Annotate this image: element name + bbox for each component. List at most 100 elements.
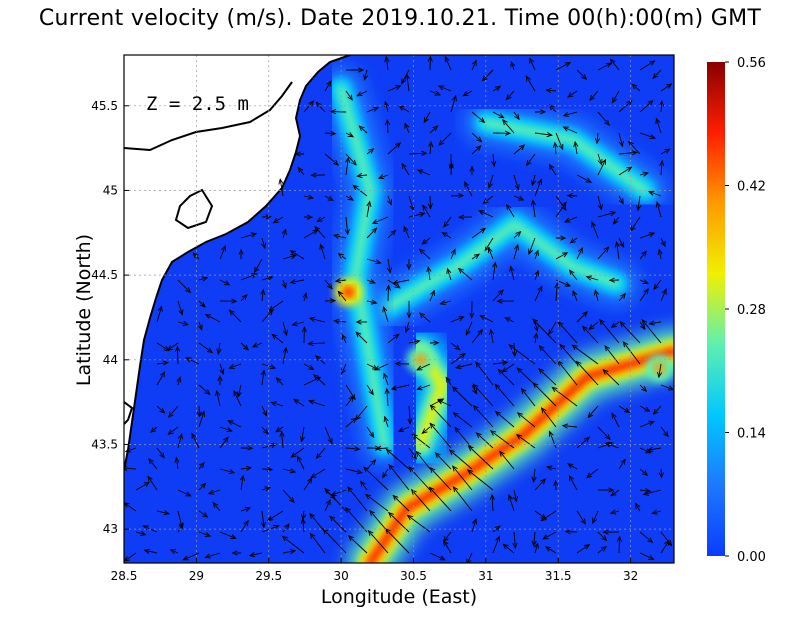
velocity-arrow xyxy=(534,286,542,302)
velocity-arrow xyxy=(619,195,623,204)
velocity-arrow xyxy=(156,405,165,413)
velocity-arrow xyxy=(282,551,295,553)
velocity-arrow xyxy=(661,101,662,113)
velocity-arrow xyxy=(145,550,158,553)
velocity-arrow xyxy=(250,553,263,556)
velocity-arrow xyxy=(386,57,388,71)
velocity-arrow xyxy=(492,111,504,118)
velocity-arrow xyxy=(533,383,557,407)
velocity-arrow xyxy=(375,363,389,370)
velocity-arrow xyxy=(649,322,662,324)
velocity-arrow xyxy=(491,330,493,344)
velocity-arrow xyxy=(268,510,284,521)
velocity-arrow xyxy=(496,412,515,428)
velocity-arrow xyxy=(262,510,264,527)
velocity-arrow xyxy=(429,552,445,560)
velocity-arrow xyxy=(408,515,431,533)
velocity-arrow xyxy=(177,279,190,292)
velocity-arrow xyxy=(387,334,399,344)
velocity-arrow xyxy=(473,384,494,407)
velocity-arrow xyxy=(387,389,388,407)
velocity-arrow xyxy=(324,500,330,512)
velocity-arrow xyxy=(489,174,494,188)
velocity-arrow xyxy=(366,228,377,239)
velocity-arrow xyxy=(291,251,305,260)
velocity-vectors xyxy=(124,57,673,563)
velocity-arrow xyxy=(513,111,519,119)
velocity-arrow xyxy=(367,202,370,218)
velocity-arrow xyxy=(535,251,538,260)
velocity-arrow xyxy=(439,132,452,145)
velocity-arrow xyxy=(209,489,221,494)
velocity-arrow xyxy=(240,468,251,469)
velocity-arrow xyxy=(639,531,653,542)
velocity-arrow xyxy=(539,369,557,386)
velocity-arrow xyxy=(156,447,164,458)
velocity-arrow xyxy=(291,447,305,457)
velocity-arrow xyxy=(570,270,578,281)
velocity-arrow xyxy=(282,524,289,533)
velocity-arrow xyxy=(412,434,431,449)
velocity-arrow xyxy=(388,286,389,302)
velocity-arrow xyxy=(349,536,368,554)
velocity-arrow xyxy=(514,489,516,501)
velocity-arrow xyxy=(324,426,332,443)
velocity-arrow xyxy=(593,510,599,523)
velocity-arrow xyxy=(493,263,495,281)
colorbar-tick-label: 0.14 xyxy=(737,427,766,442)
velocity-arrow xyxy=(298,168,305,176)
velocity-arrow xyxy=(168,342,179,350)
velocity-arrow xyxy=(576,69,586,79)
velocity-arrow xyxy=(639,552,654,559)
velocity-arrow xyxy=(653,405,662,414)
velocity-arrow xyxy=(513,174,519,190)
velocity-arrow xyxy=(471,254,479,260)
velocity-arrow xyxy=(356,405,368,420)
velocity-arrow xyxy=(385,102,388,113)
velocity-arrow xyxy=(156,306,162,323)
velocity-arrow xyxy=(534,133,552,135)
velocity-arrow xyxy=(430,487,452,512)
velocity-arrow xyxy=(291,280,305,283)
velocity-arrow xyxy=(576,361,599,386)
velocity-arrow xyxy=(453,466,473,491)
x-tick-label: 30.5 xyxy=(400,569,427,583)
velocity-arrow xyxy=(534,179,541,197)
velocity-arrow xyxy=(283,536,305,554)
velocity-arrow xyxy=(324,133,336,134)
velocity-arrow xyxy=(386,449,410,470)
velocity-arrow xyxy=(661,161,662,176)
velocity-arrow xyxy=(492,536,499,554)
velocity-arrow xyxy=(177,300,182,315)
velocity-arrow xyxy=(576,312,587,323)
velocity-arrow xyxy=(171,550,179,553)
velocity-arrow xyxy=(598,153,602,165)
velocity-arrow xyxy=(324,195,333,200)
velocity-arrow xyxy=(639,251,646,260)
land-mask xyxy=(124,55,351,471)
velocity-arrow xyxy=(549,165,557,176)
velocity-arrow xyxy=(384,374,389,386)
velocity-arrow xyxy=(597,212,615,218)
velocity-arrow xyxy=(587,468,599,478)
velocity-arrow xyxy=(493,153,494,166)
velocity-arrow xyxy=(639,421,654,428)
velocity-arrow xyxy=(555,132,563,149)
velocity-arrow xyxy=(555,202,566,218)
velocity-arrow xyxy=(198,510,207,517)
depth-label: Z = 2.5 m xyxy=(146,93,249,115)
velocity-arrow xyxy=(345,90,352,100)
velocity-arrow xyxy=(618,132,623,146)
velocity-arrow xyxy=(546,547,557,554)
velocity-arrow xyxy=(503,544,515,554)
velocity-arrow xyxy=(240,295,247,302)
velocity-arrow xyxy=(660,84,672,92)
x-tick-label: 32 xyxy=(623,569,638,583)
velocity-arrow xyxy=(176,458,178,470)
velocity-arrow xyxy=(388,258,390,273)
velocity-arrow xyxy=(492,362,507,364)
velocity-arrow xyxy=(618,459,625,470)
border-line-north xyxy=(124,81,293,152)
velocity-arrow xyxy=(387,230,396,239)
velocity-arrow xyxy=(409,405,410,424)
